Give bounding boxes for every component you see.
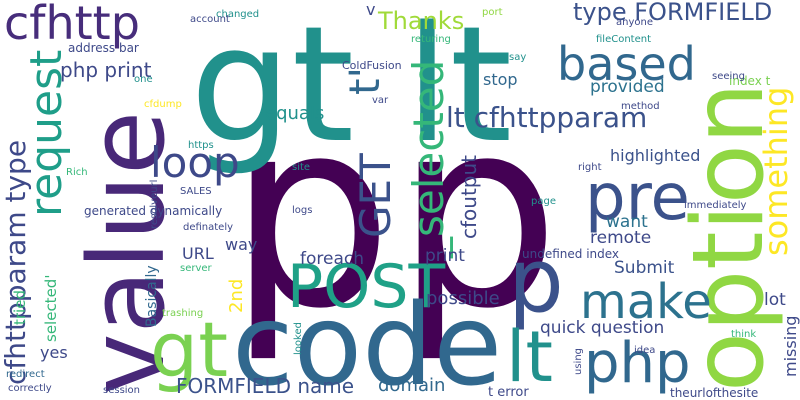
word-say: say [509,52,527,63]
word-cfhttp: cfhttp [4,0,140,50]
word-redirect: redirect [6,369,45,380]
word-post: POST [287,252,446,322]
word-formfield-name: FORMFIELD name [176,374,355,398]
word-theurlofthesite: theurlofthesite [670,386,759,400]
word-equals: equals [265,103,325,124]
word-page: page [531,196,556,207]
word-remote: remote [590,228,652,248]
word-tried: tried [11,290,29,325]
word-https: https [188,140,214,151]
word-p-3: p [508,229,564,332]
word-index-t: index t [729,74,771,88]
word-highlighted: highlighted [610,146,701,165]
word-address-bar: address bar [68,41,139,55]
word-returing: returing [411,34,451,45]
word-filecontent: fileContent [596,34,651,45]
word-rich: Rich [66,167,88,178]
word-gt: gt [150,305,229,394]
word-quick-question: quick question [540,318,665,338]
word-var: var [372,95,389,106]
word-thanks: Thanks [378,7,465,35]
word-p-1: p [228,64,394,366]
word-cfhttpparam-type: cfhttpparam type [0,139,32,385]
word-possible: possible [426,288,500,309]
word-way: way [225,235,258,254]
word-gt-lt: gt lt [190,0,513,178]
word-anyone: anyone [616,17,653,28]
word-generated-dynamically: generated dynamically [84,204,223,218]
word-code: code [232,281,503,400]
word-logs: logs [292,205,313,216]
word-seeing: seeing [712,71,745,82]
word-lt-cfhttpparam: lt cfhttpparam [446,101,648,134]
word-sales: SALES [180,186,212,197]
word-basically: Basically [144,265,160,327]
word-based: based [557,37,696,91]
word-provided: provided [590,77,665,97]
word-selected-1: _selected [404,59,453,258]
word-lt: lt [506,316,553,398]
word-cfoutput: cfoutput [457,154,481,239]
word-submit: Submit [614,258,675,278]
word-idea: idea [634,345,656,356]
word-undefined-index: undefined index [522,247,620,261]
word-account: account [190,14,230,25]
word-think: think [731,329,757,340]
word-selected-2: selected' [42,274,60,342]
word-t-error: t error [488,385,529,400]
word-immediately: immediately [684,200,747,211]
word-want: want [606,212,648,232]
word-v: v [366,0,376,19]
word-yes: yes [40,343,68,362]
word-server: server [180,263,212,274]
word-foreach: foreach [300,249,364,269]
word-correctly: correctly [8,383,52,394]
word-missing: missing [781,315,800,377]
word-type-formfield: type FORMFIELD [573,0,773,26]
word-session: session [103,385,141,396]
word-domain: domain [378,375,446,396]
word-right: right [578,162,602,173]
word-trashing: trashing [162,308,204,319]
word-coldfusion: ColdFusion [342,59,402,72]
word-something: something [757,86,795,256]
word-php: php [584,331,691,396]
word-loop: loop [150,138,240,187]
word-definately: definately [183,222,234,233]
word-one: one [134,74,153,85]
word-method: method [621,101,660,112]
word-php-print: php print [60,58,152,82]
word-cfdump: cfdump [144,99,182,110]
word-2nd: 2nd [226,278,247,313]
word-stop: stop [483,70,518,89]
word-site: site [292,162,311,173]
word-print: print [425,246,465,266]
word-get: GET [351,153,400,238]
word-p-2: p [395,64,561,366]
word-pre: pre [585,161,690,235]
word-port: port [482,7,503,18]
word-url: URL [182,244,214,263]
word-using: using [573,347,584,375]
word-changed: changed [216,9,260,20]
word-lot: lot [764,290,786,310]
word-resolveurl: resolveurl [149,179,160,229]
word-looked: looked [293,322,304,355]
word-make: make [580,274,712,330]
